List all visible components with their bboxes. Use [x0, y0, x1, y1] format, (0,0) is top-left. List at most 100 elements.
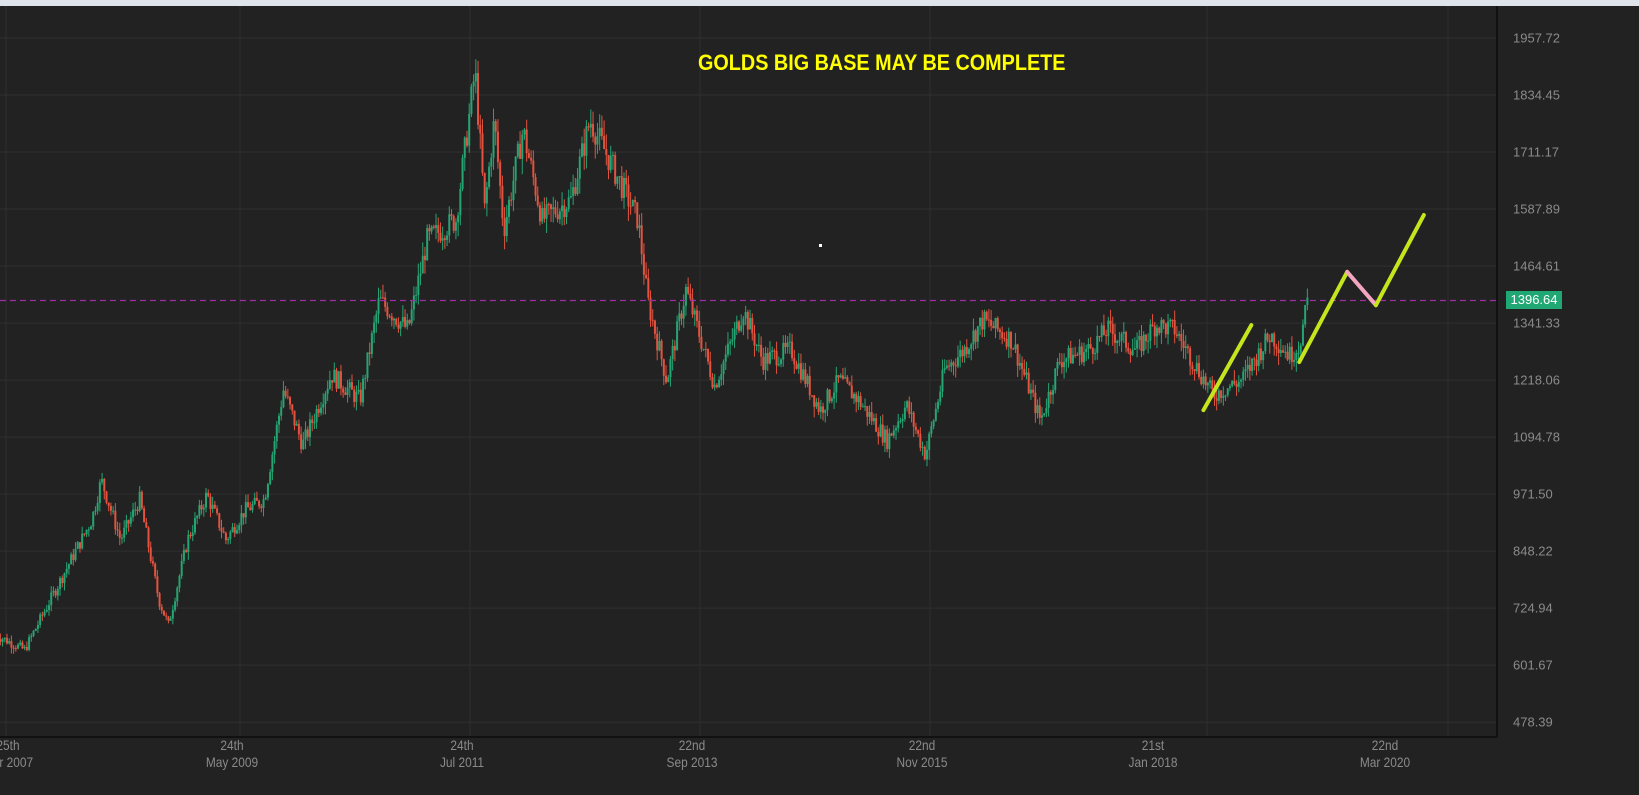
candle-up: [280, 407, 283, 416]
candle-down: [1080, 346, 1083, 363]
candle-down: [368, 352, 371, 354]
candle-down: [397, 324, 400, 329]
candle-up: [934, 408, 937, 421]
candle-up: [824, 409, 827, 413]
candle-down: [653, 320, 656, 334]
window-top-strip: [0, 0, 1639, 6]
candle-up: [806, 375, 809, 385]
candle-up: [275, 424, 278, 442]
tick-month: May 2009: [205, 754, 259, 770]
candle-up: [505, 216, 508, 237]
candle-up: [797, 363, 800, 369]
candle-up: [326, 388, 329, 394]
candle-up: [120, 537, 123, 539]
candle-up: [278, 415, 281, 425]
candle-down: [220, 527, 223, 532]
candle-up: [724, 354, 727, 362]
candle-up: [43, 611, 46, 616]
candle-down: [543, 207, 546, 219]
candle-up: [235, 529, 238, 534]
candle-up: [364, 378, 367, 380]
candle-down: [452, 216, 455, 231]
candle-down: [1253, 358, 1256, 360]
candle-up: [970, 344, 973, 350]
candle-up: [1071, 354, 1074, 364]
candle-down: [587, 126, 590, 128]
candle-down: [1140, 336, 1143, 352]
candle-up: [1202, 376, 1205, 385]
candle-up: [399, 321, 402, 329]
candle-down: [1098, 336, 1101, 338]
candle-up: [764, 353, 767, 370]
candle-down: [850, 385, 853, 399]
candle-up: [92, 511, 95, 527]
candle-up: [596, 136, 599, 145]
candle-down: [1127, 347, 1130, 352]
price-tick-label: 478.39: [1513, 714, 1553, 730]
candle-down: [189, 534, 192, 536]
price-tick-label: 1587.89: [1513, 201, 1560, 217]
candle-down: [855, 393, 858, 403]
candle-up: [415, 295, 418, 297]
candle-up: [393, 318, 396, 321]
candle-down: [985, 311, 988, 320]
candle-down: [808, 375, 811, 396]
candle-up: [187, 534, 190, 553]
candle-down: [1113, 334, 1116, 343]
candle-up: [826, 389, 829, 410]
candle-down: [620, 176, 623, 198]
candle-down: [147, 527, 150, 548]
candle-up: [521, 134, 524, 159]
candle-down: [751, 317, 754, 334]
candle-down: [773, 350, 776, 352]
stray-dot-marker: [819, 244, 822, 247]
candle-up: [1295, 352, 1298, 361]
candle-up: [1065, 358, 1068, 362]
candle-down: [651, 320, 654, 322]
candle-down: [1151, 324, 1154, 326]
time-tick-label: 22nd Sep 2013: [641, 737, 743, 771]
candle-down: [1255, 359, 1258, 367]
price-tick-label: 1464.61: [1513, 258, 1560, 274]
candle-up: [671, 345, 674, 360]
candle-up: [1195, 363, 1198, 372]
candle-down: [1016, 344, 1019, 366]
candle-down: [700, 336, 703, 349]
candle-up: [1133, 348, 1136, 350]
candle-up: [468, 113, 471, 146]
candle-up: [39, 614, 42, 625]
candle-up: [1063, 361, 1066, 368]
candle-down: [665, 375, 668, 383]
tick-day: 21st: [1141, 737, 1165, 753]
candle-up: [346, 387, 349, 395]
candle-down: [1193, 369, 1196, 372]
tick-month: Jan 2018: [1128, 754, 1178, 770]
candle-down: [1233, 380, 1236, 384]
candle-up: [320, 407, 323, 413]
candle-up: [1240, 379, 1243, 382]
candle-up: [1301, 324, 1304, 346]
candle-down: [165, 615, 168, 617]
candle-down: [339, 371, 342, 389]
candle-up: [23, 646, 26, 649]
candle-down: [640, 225, 643, 255]
candle-down: [317, 408, 320, 413]
candle-up: [1025, 372, 1028, 375]
candle-up: [718, 379, 721, 388]
candle-up: [490, 157, 493, 167]
candle-up: [463, 137, 466, 158]
candle-up: [56, 588, 59, 596]
candle-up: [17, 644, 20, 649]
candle-up: [1167, 321, 1170, 335]
candle-up: [1279, 350, 1282, 354]
candle-down: [481, 133, 484, 173]
candle-down: [136, 509, 139, 511]
candle-up: [101, 478, 104, 483]
candle-up: [322, 403, 325, 408]
candle-down: [519, 143, 522, 159]
candle-up: [1222, 395, 1225, 398]
candle-up: [786, 342, 789, 348]
candle-down: [583, 143, 586, 156]
candle-up: [1036, 405, 1039, 414]
